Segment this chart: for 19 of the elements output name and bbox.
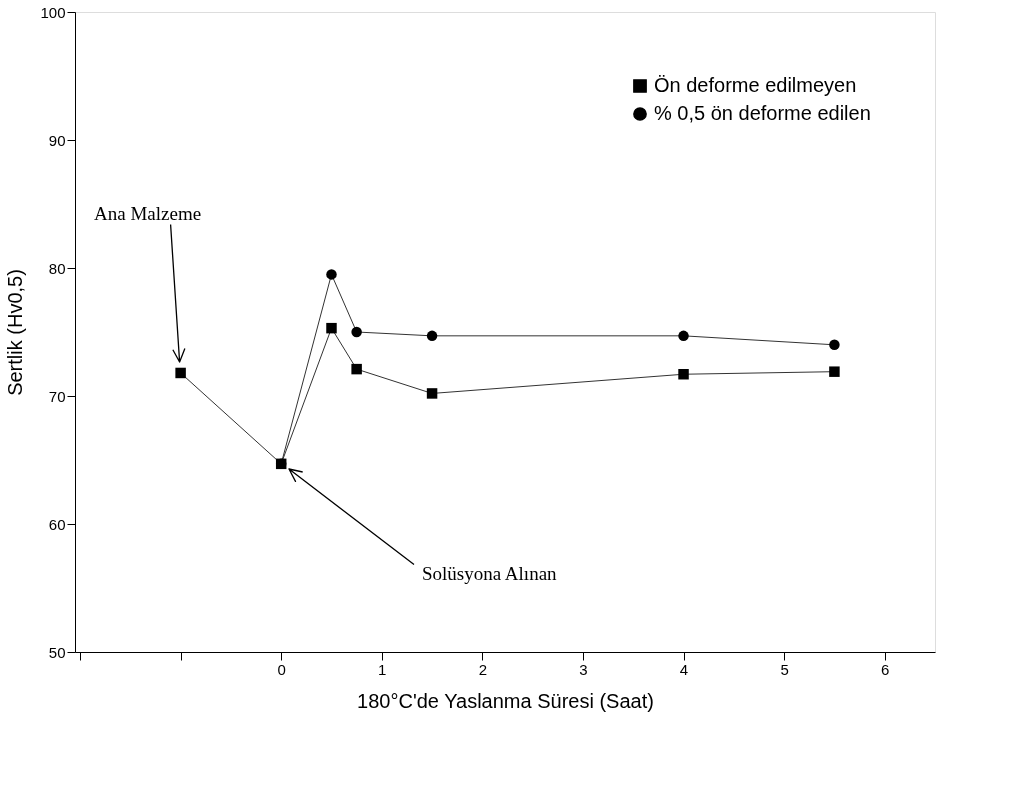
y-axis-title: Sertlik (Hv0,5) bbox=[4, 269, 27, 396]
annotation: Solüsyona Alınan bbox=[422, 563, 558, 584]
y-tick-label: 50 bbox=[48, 643, 66, 661]
x-axis-title: 180°C'de Yaslanma Süresi (Saat) bbox=[357, 689, 654, 712]
x-tick-label: 2 bbox=[478, 660, 488, 678]
annotation: Ana Malzeme bbox=[94, 203, 202, 224]
y-tick-label: 90 bbox=[48, 131, 66, 149]
y-tick-label: 60 bbox=[48, 515, 66, 533]
x-tick-label: 6 bbox=[881, 660, 890, 678]
y-tick-label: 80 bbox=[48, 259, 66, 277]
y-tick-label: 100 bbox=[40, 3, 66, 21]
x-tick-label: 4 bbox=[679, 660, 689, 678]
x-tick-label: 1 bbox=[378, 660, 387, 678]
y-tick-label: 70 bbox=[48, 387, 66, 405]
legend-label: Ön deforme edilmeyen bbox=[654, 74, 857, 96]
x-tick-label: 0 bbox=[277, 660, 286, 678]
x-tick-label: 3 bbox=[579, 660, 588, 678]
legend-label: % 0,5 ön deforme edilen bbox=[654, 102, 871, 124]
x-tick-label: 5 bbox=[780, 660, 789, 678]
